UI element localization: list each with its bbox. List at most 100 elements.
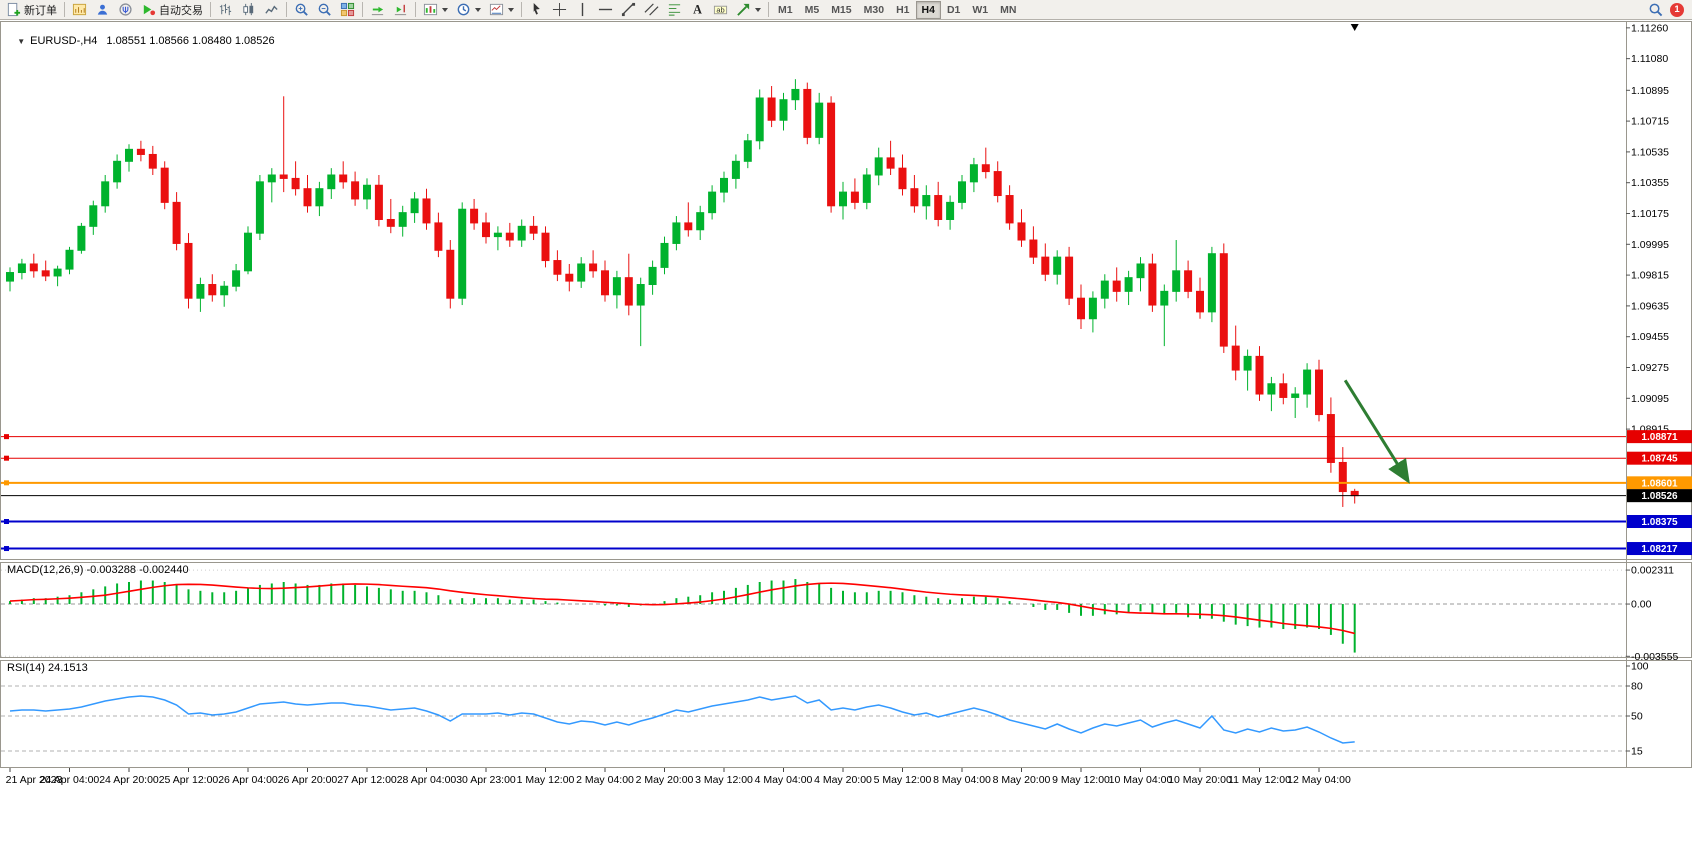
chart-header: ▼ EURUSD-,H4 1.08551 1.08566 1.08480 1.085… — [5, 23, 275, 59]
text-tool-button[interactable]: A — [686, 1, 709, 19]
trend-arrow-annotation[interactable] — [1343, 379, 1410, 484]
svg-text:21 Apr 2023: 21 Apr 2023 — [6, 774, 63, 786]
crosshair-icon — [552, 2, 567, 17]
auto-scroll-button[interactable] — [366, 1, 389, 19]
arrows-dropdown[interactable] — [732, 1, 765, 19]
notification-badge[interactable]: 1 — [1670, 2, 1684, 17]
svg-text:1.09455: 1.09455 — [1631, 331, 1669, 343]
auto-scroll-icon — [371, 6, 384, 16]
svg-text:1.08217: 1.08217 — [1641, 544, 1678, 555]
toolbar-separator — [521, 2, 522, 17]
svg-text:80: 80 — [1631, 681, 1643, 693]
svg-text:26 Apr 04:00: 26 Apr 04:00 — [218, 774, 278, 786]
svg-text:1.08526: 1.08526 — [1641, 491, 1678, 502]
fibonacci-tool-button[interactable] — [663, 1, 686, 19]
template-icon — [489, 3, 504, 16]
svg-text:15: 15 — [1631, 746, 1643, 758]
chart-window-button[interactable] — [68, 1, 91, 19]
svg-text:1.09095: 1.09095 — [1631, 393, 1669, 405]
search-icon[interactable] — [1648, 2, 1663, 17]
hline-handle[interactable] — [4, 480, 9, 486]
svg-text:2 May 04:00: 2 May 04:00 — [576, 774, 634, 786]
line-chart-icon — [265, 5, 278, 14]
hline-handle[interactable] — [4, 546, 9, 552]
hline-handle[interactable] — [4, 455, 9, 461]
svg-text:1.08601: 1.08601 — [1641, 478, 1678, 489]
channel-icon — [644, 3, 659, 16]
market-watch-button[interactable] — [91, 1, 114, 19]
svg-text:100: 100 — [1631, 661, 1649, 673]
period-button-M15[interactable]: M15 — [825, 1, 857, 19]
period-button-M30[interactable]: M30 — [858, 1, 890, 19]
svg-text:1.10895: 1.10895 — [1631, 85, 1669, 97]
svg-text:50: 50 — [1631, 711, 1643, 723]
period-button-MN[interactable]: MN — [994, 1, 1022, 19]
period-button-M1[interactable]: M1 — [772, 1, 799, 19]
bar-chart-icon — [219, 3, 232, 16]
chart-shift-icon — [394, 4, 407, 16]
vertical-line-tool-button[interactable] — [571, 1, 594, 19]
macd-indicator-label: MACD(12,26,9) -0.003288 -0.002440 — [7, 564, 189, 576]
candlestick-type-button[interactable] — [237, 1, 260, 19]
svg-text:ab: ab — [716, 5, 724, 14]
svg-text:10 May 20:00: 10 May 20:00 — [1168, 774, 1232, 786]
auto-trading-button[interactable]: 自动交易 — [137, 1, 207, 19]
svg-text:2 May 20:00: 2 May 20:00 — [636, 774, 694, 786]
period-button-M5[interactable]: M5 — [799, 1, 826, 19]
line-chart-type-button[interactable] — [260, 1, 283, 19]
svg-text:5 May 12:00: 5 May 12:00 — [874, 774, 932, 786]
ohlc-values: 1.08551 1.08566 1.08480 1.08526 — [106, 35, 275, 47]
trendline-tool-button[interactable] — [617, 1, 640, 19]
new-order-button[interactable]: 新订单 — [2, 1, 61, 19]
svg-text:1.10175: 1.10175 — [1631, 208, 1669, 220]
rsi-indicator-label: RSI(14) 24.1513 — [7, 662, 88, 674]
new-chart-icon — [423, 3, 438, 16]
dropdown-caret-icon — [442, 7, 448, 12]
svg-text:1.09995: 1.09995 — [1631, 239, 1669, 251]
svg-text:24 Apr 20:00: 24 Apr 20:00 — [99, 774, 159, 786]
svg-text:25 Apr 12:00: 25 Apr 12:00 — [159, 774, 219, 786]
hline-handle[interactable] — [4, 519, 9, 524]
svg-text:24 Apr 04:00: 24 Apr 04:00 — [40, 774, 100, 786]
macd-histogram — [9, 579, 1356, 653]
new-chart-dropdown[interactable] — [419, 1, 452, 19]
svg-text:3 May 12:00: 3 May 12:00 — [695, 774, 753, 786]
chart-shift-button[interactable] — [389, 1, 412, 19]
zoom-out-button[interactable] — [313, 1, 336, 19]
cursor-tool-button[interactable] — [525, 1, 548, 19]
one-click-collapse-icon[interactable]: ▼ — [17, 37, 26, 46]
svg-text:26 Apr 20:00: 26 Apr 20:00 — [278, 774, 338, 786]
svg-text:27 Apr 12:00: 27 Apr 12:00 — [337, 774, 397, 786]
profiles-dropdown[interactable] — [452, 1, 485, 19]
svg-text:-0.003555: -0.003555 — [1631, 651, 1678, 663]
clock-icon — [457, 3, 470, 16]
svg-text:9 May 12:00: 9 May 12:00 — [1052, 774, 1110, 786]
templates-dropdown[interactable] — [485, 1, 518, 19]
rsi-line — [9, 695, 1355, 744]
svg-text:8 May 20:00: 8 May 20:00 — [993, 774, 1051, 786]
svg-text:1 May 12:00: 1 May 12:00 — [517, 774, 575, 786]
zoom-in-button[interactable] — [290, 1, 313, 19]
tile-windows-button[interactable] — [336, 1, 359, 19]
candlestick-icon — [243, 2, 254, 16]
current-bar-marker — [1350, 24, 1359, 31]
dropdown-caret-icon — [755, 7, 761, 12]
zoom-out-icon — [318, 3, 331, 16]
arrow-shapes-icon — [737, 3, 750, 16]
hline-handle[interactable] — [4, 434, 9, 440]
period-button-W1[interactable]: W1 — [966, 1, 994, 19]
bar-chart-type-button[interactable] — [214, 1, 237, 19]
crosshair-tool-button[interactable] — [548, 1, 571, 19]
text-label-icon: ab — [713, 5, 728, 14]
text-icon: A — [693, 3, 702, 17]
metaquotes-button[interactable] — [114, 1, 137, 19]
horizontal-line-tool-button[interactable] — [594, 1, 617, 19]
period-button-D1[interactable]: D1 — [941, 1, 966, 19]
period-button-H4[interactable]: H4 — [915, 0, 941, 19]
toolbar-separator — [210, 2, 211, 17]
label-tool-button[interactable]: ab — [709, 1, 732, 19]
period-button-H1[interactable]: H1 — [890, 1, 915, 19]
svg-text:A: A — [693, 3, 702, 17]
channel-tool-button[interactable] — [640, 1, 663, 19]
